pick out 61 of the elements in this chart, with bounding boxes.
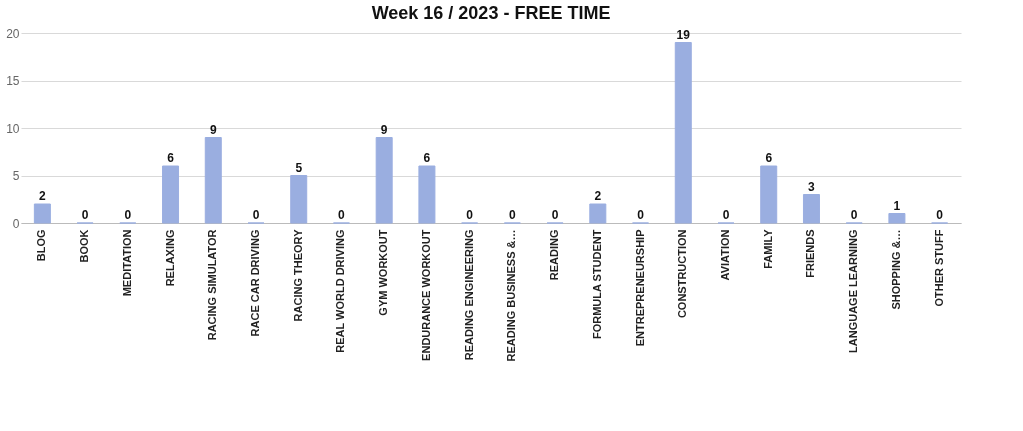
- bar: [674, 42, 692, 224]
- x-tick-label: FRIENDS: [804, 229, 817, 278]
- data-label: 0: [936, 208, 944, 222]
- x-tick-label: ENTREPRENEURSHIP: [633, 229, 646, 347]
- data-label: 9: [209, 122, 217, 137]
- x-tick-label: READING: [548, 229, 561, 281]
- bar: [589, 203, 607, 224]
- y-tick-label: 10: [6, 121, 20, 136]
- data-label: 0: [466, 208, 474, 222]
- x-tick-label: AVIATION: [719, 229, 731, 281]
- x-tick-label: READING ENGINEERING: [462, 229, 475, 361]
- data-label: 19: [676, 27, 691, 42]
- bar: [802, 194, 820, 224]
- x-tick-label: FORMULA STUDENT: [590, 229, 603, 340]
- x-tick-label: LANGUAGE LEARNING: [847, 229, 860, 353]
- y-tick-label: 5: [12, 169, 20, 183]
- data-label: 0: [722, 208, 730, 222]
- x-tick-label: BLOG: [35, 229, 48, 262]
- data-label: 1: [893, 198, 901, 213]
- bar: [204, 137, 222, 224]
- data-label: 2: [39, 189, 47, 203]
- x-tick-label: CONSTRUCTION: [676, 229, 689, 319]
- bar: [888, 213, 906, 224]
- bar: [375, 137, 393, 224]
- x-tick-label: GYM WORKOUT: [377, 229, 390, 316]
- bar: [33, 203, 51, 224]
- y-tick-label: 15: [6, 74, 20, 88]
- x-tick-label: ENDURANCE WORKOUT: [419, 229, 432, 361]
- x-tick-label: RELAXING: [163, 229, 176, 287]
- data-label: 0: [124, 208, 132, 222]
- data-label: 3: [808, 179, 816, 194]
- data-label: 0: [81, 208, 89, 222]
- data-label: 6: [423, 151, 431, 165]
- data-label: 2: [594, 189, 602, 203]
- data-label: 9: [380, 122, 388, 137]
- x-tick-label: OTHER STUFF: [932, 229, 945, 307]
- x-tick-label: RACING SIMULATOR: [206, 229, 219, 341]
- data-label: 0: [637, 208, 645, 222]
- bar: [418, 165, 436, 224]
- y-tick-label: 20: [6, 26, 20, 41]
- data-label: 6: [765, 151, 773, 165]
- x-tick-label: SHOPPING &…: [889, 229, 902, 310]
- bar: [290, 175, 308, 224]
- bar: [760, 165, 778, 224]
- y-tick-label: 0: [12, 216, 20, 231]
- x-tick-label: FAMILY: [761, 228, 774, 269]
- data-label: 0: [338, 208, 346, 222]
- x-tick-label: READING BUSINESS &…: [505, 229, 518, 362]
- data-label: 0: [850, 208, 858, 222]
- data-label: 0: [551, 208, 559, 222]
- x-tick-label: BOOK: [78, 229, 91, 263]
- x-tick-label: RACING THEORY: [291, 228, 304, 322]
- chart-title: Week 16 / 2023 - FREE TIME: [371, 3, 611, 23]
- data-label: 5: [295, 160, 303, 175]
- data-label: 0: [252, 208, 260, 222]
- data-label: 0: [509, 208, 517, 222]
- x-tick-label: RACE CAR DRIVING: [249, 229, 261, 337]
- x-tick-label: REAL WORLD DRIVING: [334, 229, 347, 353]
- data-label: 6: [167, 151, 175, 165]
- bar: [162, 165, 180, 224]
- x-tick-label: MEDITATION: [120, 229, 133, 297]
